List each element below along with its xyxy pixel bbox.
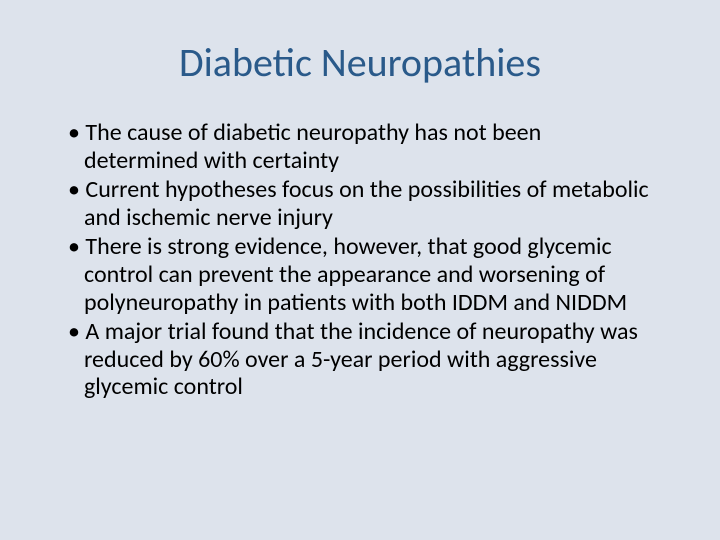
list-item: The cause of diabetic neuropathy has not… bbox=[68, 119, 660, 174]
list-item: A major trial found that the incidence o… bbox=[68, 318, 660, 401]
list-item: There is strong evidence, however, that … bbox=[68, 233, 660, 316]
list-item: Current hypotheses focus on the possibil… bbox=[68, 176, 660, 231]
bullet-list: The cause of diabetic neuropathy has not… bbox=[60, 119, 660, 401]
slide: Diabetic Neuropathies The cause of diabe… bbox=[0, 0, 720, 540]
slide-title: Diabetic Neuropathies bbox=[60, 38, 660, 87]
